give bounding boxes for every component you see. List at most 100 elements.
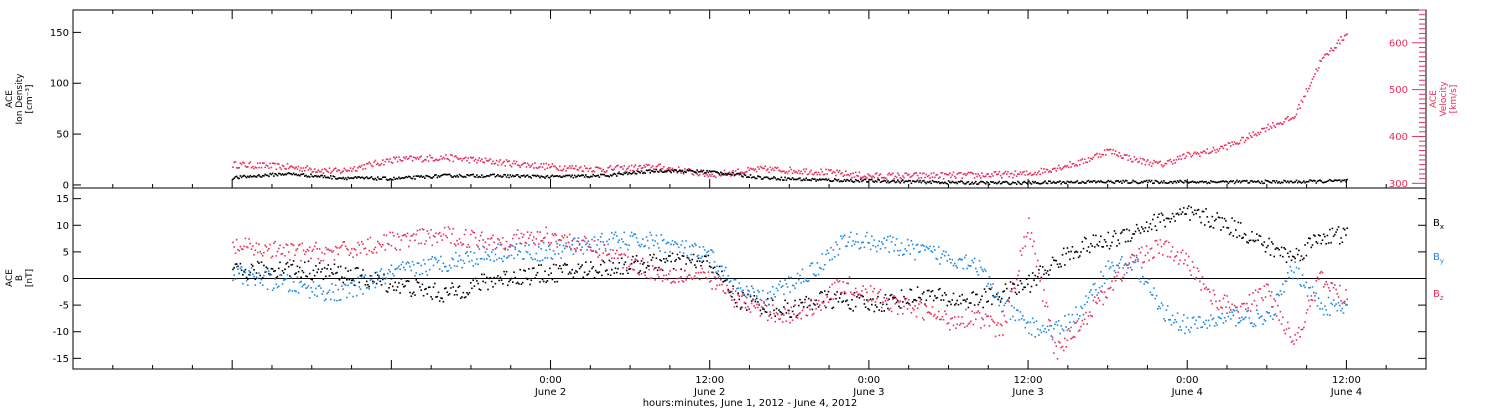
By-point — [617, 241, 619, 243]
density-point — [494, 176, 497, 178]
Bz-point — [820, 309, 822, 311]
Bz-point — [857, 294, 859, 297]
density-point — [768, 177, 770, 180]
Bz-point — [603, 244, 606, 246]
Bx-point — [764, 310, 767, 313]
density-point — [464, 176, 467, 178]
density-point — [935, 180, 937, 183]
Bz-point — [1184, 259, 1186, 261]
density-point — [1017, 180, 1019, 183]
density-point — [854, 178, 857, 181]
By-point — [1028, 332, 1030, 335]
Bx-point — [297, 270, 300, 273]
density-point — [529, 175, 531, 178]
velocity-point — [1088, 160, 1091, 162]
By-point — [1069, 321, 1071, 324]
Bz-point — [390, 244, 393, 247]
density-point — [1218, 181, 1221, 183]
density-point — [1103, 181, 1106, 184]
velocity-point — [1200, 151, 1202, 154]
Bx-point — [854, 305, 857, 308]
density-point — [611, 175, 613, 177]
velocity-point — [1004, 170, 1007, 173]
Bz-point — [672, 280, 675, 283]
density-point — [1329, 178, 1331, 181]
Bx-point — [1113, 230, 1116, 232]
density-point — [892, 179, 894, 182]
By-point — [296, 276, 299, 278]
By-point — [1090, 289, 1092, 291]
Bz-point — [1024, 245, 1027, 248]
Bz-point — [1289, 336, 1292, 338]
velocity-point — [516, 164, 519, 166]
By-point — [956, 266, 958, 269]
By-point — [713, 261, 716, 263]
density-point — [987, 182, 989, 184]
Bz-point — [809, 308, 811, 311]
Bx-point — [602, 260, 604, 262]
velocity-point — [873, 176, 876, 179]
Bz-point — [741, 295, 743, 298]
density-point — [233, 177, 235, 179]
Bz-point — [380, 246, 383, 248]
density-point — [265, 174, 268, 177]
Bx-point — [1332, 235, 1335, 238]
Bx-point — [330, 268, 332, 270]
velocity-point — [561, 169, 564, 172]
Bx-point — [1265, 246, 1268, 249]
density-point — [837, 178, 840, 181]
Bz-point — [469, 233, 472, 236]
Bx-point — [1117, 239, 1119, 241]
velocity-point — [476, 161, 478, 164]
density-point — [697, 171, 700, 173]
density-point — [331, 177, 333, 180]
density-point — [515, 174, 518, 176]
Bx-point — [1202, 210, 1205, 213]
Bz-point — [1051, 336, 1054, 339]
density-point — [1088, 181, 1091, 183]
velocity-point — [1152, 162, 1154, 165]
By-point — [1222, 322, 1225, 324]
density-point — [509, 174, 512, 176]
density-point — [863, 178, 866, 181]
Bz-point — [1061, 345, 1064, 348]
velocity-point — [665, 169, 668, 172]
density-point — [1009, 183, 1012, 186]
Bx-point — [1346, 227, 1348, 229]
By-point — [441, 270, 443, 272]
density-point — [573, 174, 576, 177]
Bz-point — [661, 280, 664, 282]
density-point — [851, 180, 853, 182]
By-point — [593, 236, 596, 238]
By-point — [748, 290, 750, 293]
By-point — [984, 270, 987, 272]
Bz-point — [555, 234, 557, 236]
velocity-point — [940, 172, 942, 174]
Bz-point — [448, 228, 451, 230]
Bz-point — [805, 314, 807, 316]
Bx-point — [1163, 219, 1165, 221]
density-point — [1065, 182, 1067, 185]
Bx-point — [753, 295, 755, 297]
By-point — [614, 231, 617, 234]
velocity-point — [1154, 161, 1157, 164]
Bx-point — [273, 270, 275, 273]
Bx-point — [253, 269, 255, 271]
density-point — [1210, 180, 1212, 182]
Bz-point — [582, 239, 585, 242]
Bz-point — [477, 246, 479, 248]
By-point — [940, 256, 942, 259]
velocity-point — [301, 170, 304, 173]
By-point — [509, 246, 512, 248]
density-point — [998, 180, 1001, 183]
Bz-point — [590, 249, 592, 251]
Bx-point — [1067, 251, 1070, 253]
Bx-point — [331, 272, 333, 274]
By-point — [1226, 312, 1228, 314]
By-point — [386, 272, 389, 275]
By-point — [1241, 316, 1243, 319]
Bx-point — [1319, 234, 1321, 237]
By-point — [769, 290, 772, 293]
By-point — [602, 241, 604, 243]
velocity-point — [889, 174, 892, 176]
